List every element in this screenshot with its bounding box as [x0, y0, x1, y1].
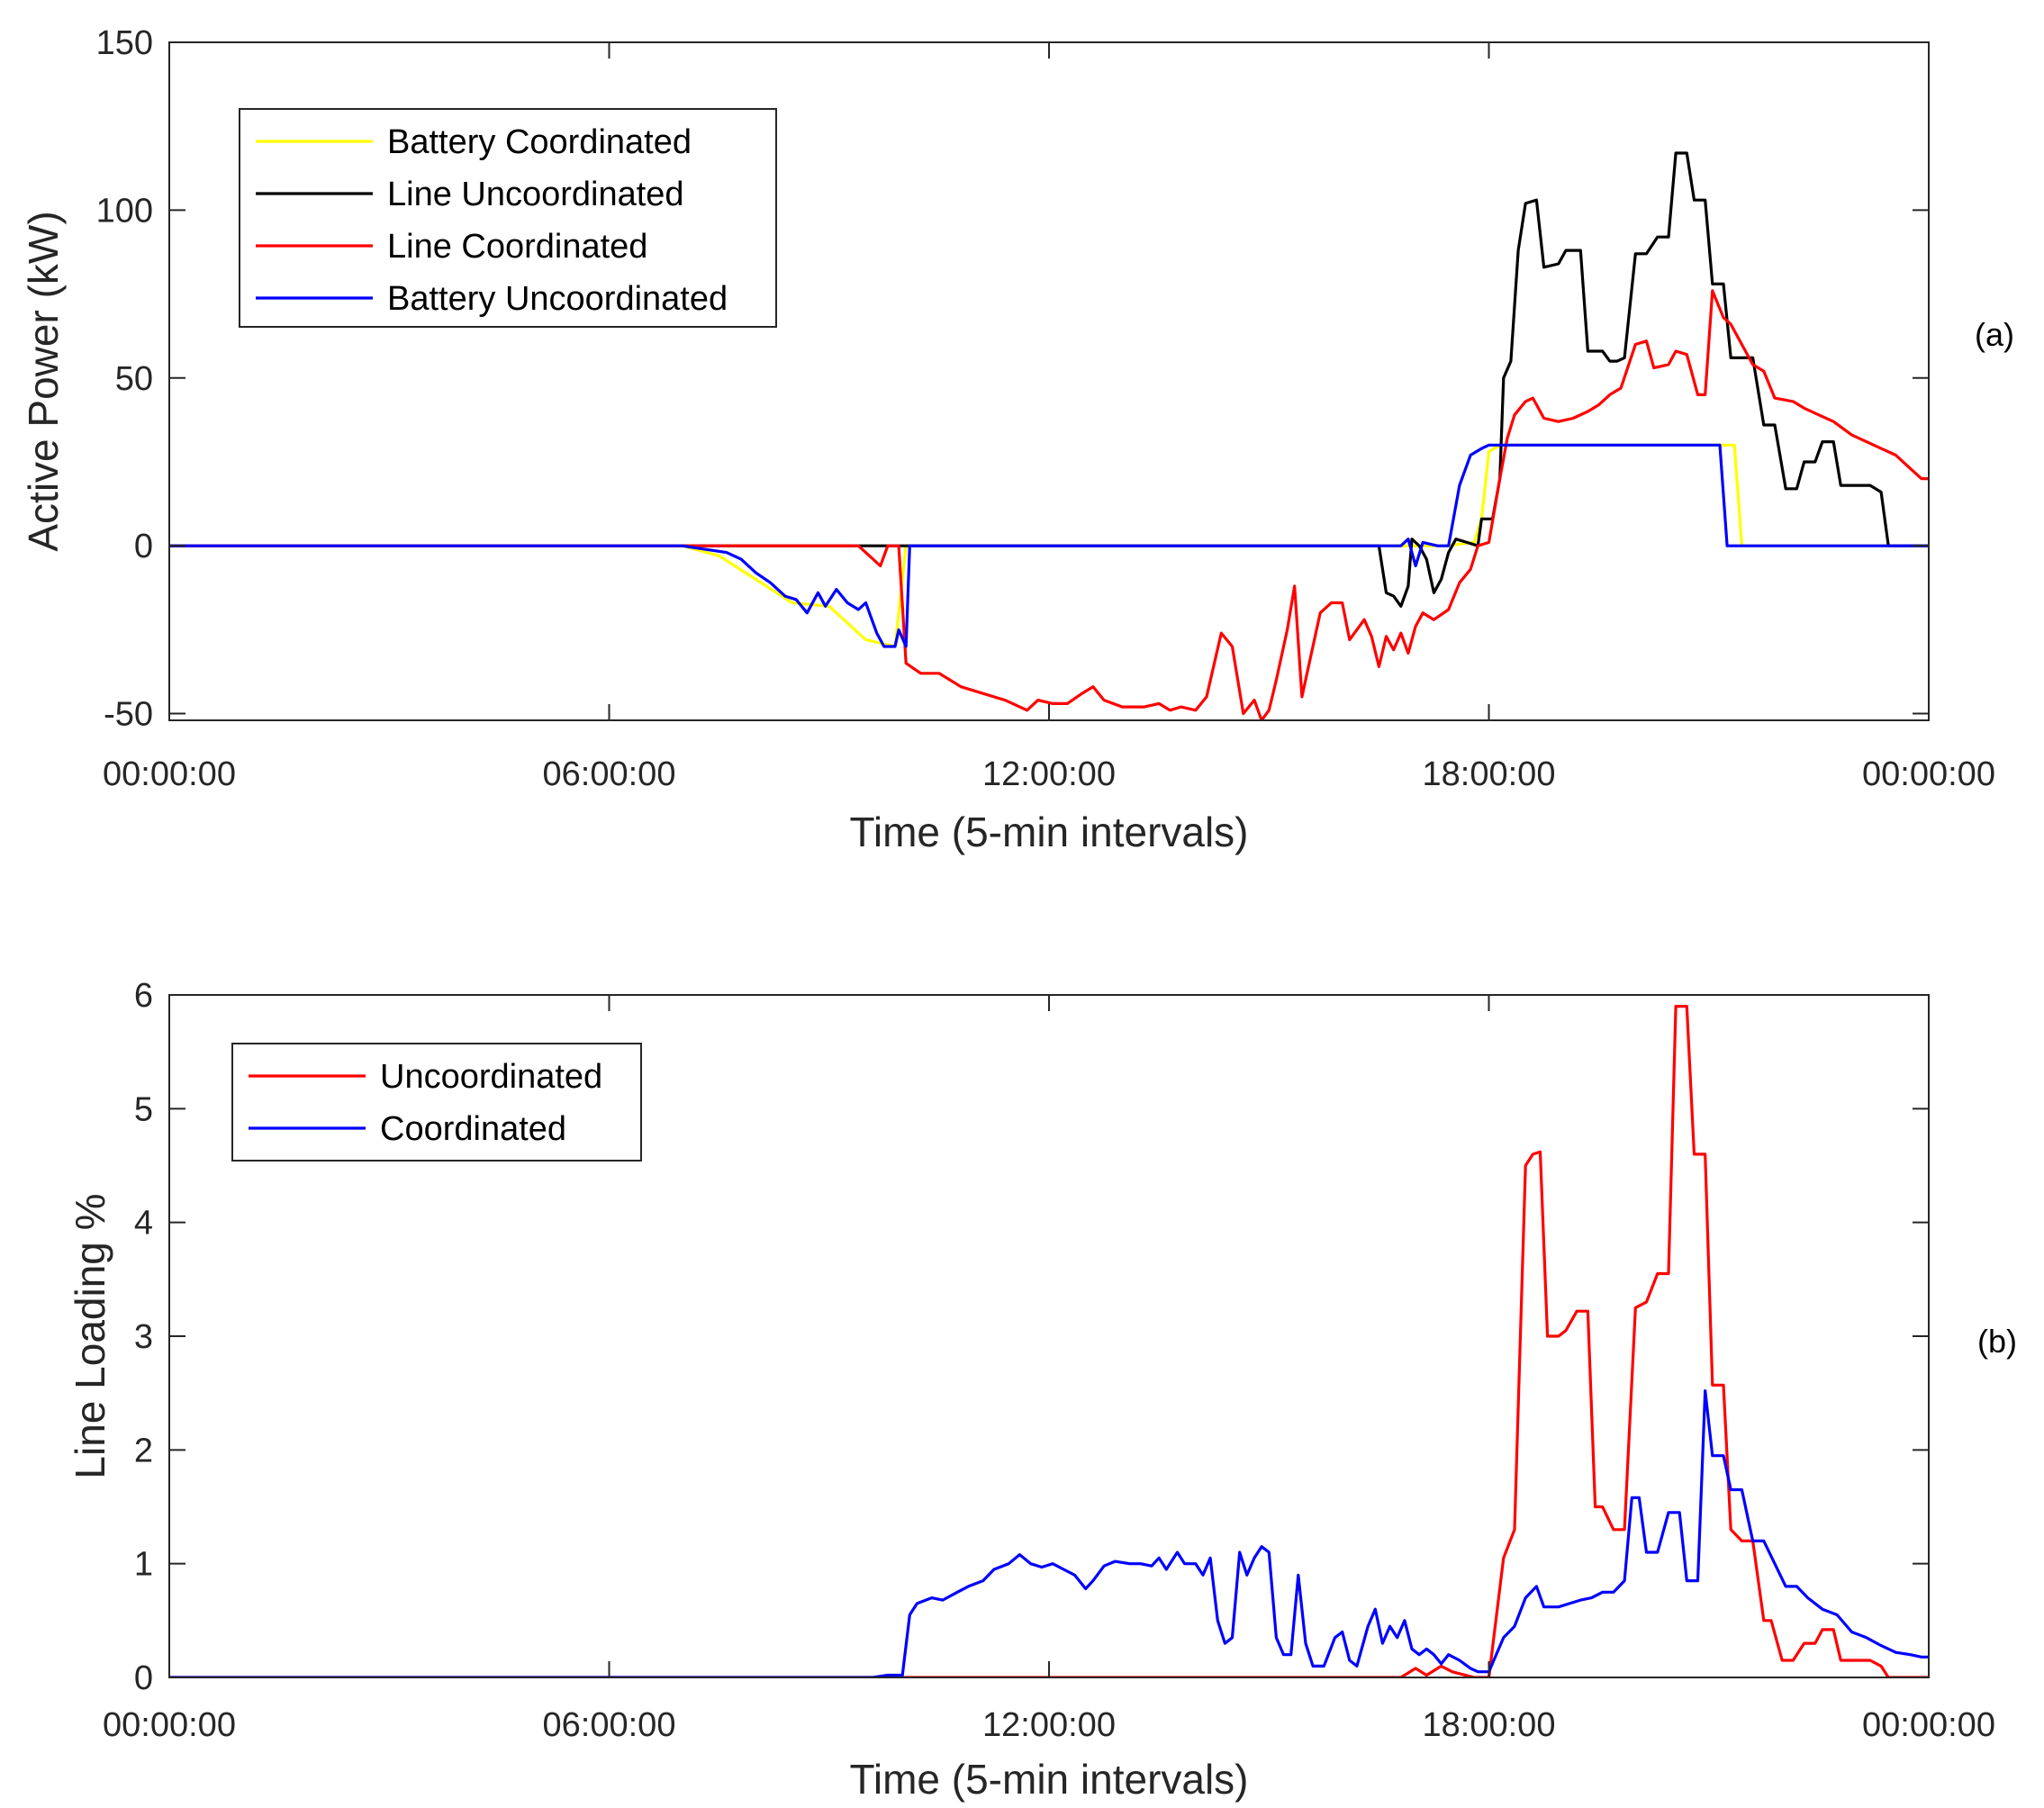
legend-item: Battery Uncoordinated	[256, 280, 728, 318]
x-tick-label: 00:00:00	[1862, 1706, 1995, 1744]
x-tick-label: 18:00:00	[1423, 755, 1556, 793]
legend-item: Line Uncoordinated	[256, 176, 684, 213]
y-tick-label: 50	[115, 360, 153, 398]
series-group	[169, 1005, 1929, 1677]
y-tick-label: 5	[134, 1090, 153, 1128]
y-tick-label: 1	[134, 1546, 153, 1584]
x-tick-label: 06:00:00	[543, 755, 676, 793]
x-tick-label: 00:00:00	[1862, 755, 1995, 793]
series-group	[169, 151, 1929, 720]
legend-label: Battery Coordinated	[387, 123, 692, 161]
series-line-line-uncoordinated	[169, 151, 1929, 608]
legend-label: Line Coordinated	[387, 228, 647, 266]
series-line-coordinated	[169, 1389, 1929, 1677]
y-tick-label: -50	[104, 696, 153, 734]
legend-box	[231, 1043, 642, 1162]
y-tick-label: 6	[134, 977, 153, 1015]
chart-panel-a: 00:00:00 06:00:00 12:00:00 18:00:00 00:00:00…	[20, 24, 2014, 855]
legend-label: Line Uncoordinated	[387, 176, 684, 213]
chart-panel-b: 00:00:00 06:00:00 12:00:00 18:00:00 00:00:00…	[67, 977, 2017, 1803]
x-axis-label: Time (5-min intervals)	[849, 809, 1248, 855]
legend: Battery Coordinated Line Uncoordinated Lin…	[239, 108, 777, 328]
legend-label: Coordinated	[380, 1110, 566, 1148]
y-tick-label: 100	[96, 192, 153, 230]
y-tick-label: 3	[134, 1318, 153, 1356]
series-line-uncoordinated	[169, 1005, 1929, 1677]
y-tick-label: 0	[134, 528, 153, 565]
legend-item: Coordinated	[249, 1110, 566, 1148]
panel-label: (b)	[1977, 1323, 2017, 1360]
x-tick-label: 00:00:00	[103, 1706, 236, 1744]
x-tick-label: 18:00:00	[1423, 1706, 1556, 1744]
x-tick-label: 06:00:00	[543, 1706, 676, 1744]
legend-item: Battery Coordinated	[256, 123, 692, 161]
x-tick-label: 00:00:00	[103, 755, 236, 793]
y-tick-label: 4	[134, 1205, 153, 1243]
legend: Uncoordinated Coordinated	[231, 1043, 642, 1162]
panel-label: (a)	[1975, 316, 2014, 353]
x-axis-label: Time (5-min intervals)	[849, 1756, 1248, 1803]
y-tick-label: 2	[134, 1432, 153, 1469]
legend-label: Uncoordinated	[380, 1058, 602, 1096]
x-tick-label: 12:00:00	[982, 1706, 1116, 1744]
legend-item: Line Coordinated	[256, 228, 647, 266]
y-tick-label: 150	[96, 24, 153, 62]
legend-label: Battery Uncoordinated	[387, 280, 728, 318]
legend-box	[239, 108, 777, 328]
series-line-line-coordinated	[169, 289, 1929, 720]
y-axis-label: Line Loading %	[67, 1193, 113, 1478]
y-axis-label: Active Power (kW)	[20, 211, 67, 551]
y-tick-label: 0	[134, 1659, 153, 1697]
series-line-battery-uncoordinated	[169, 443, 1929, 648]
x-tick-label: 12:00:00	[982, 755, 1116, 793]
legend-item: Uncoordinated	[249, 1058, 602, 1096]
